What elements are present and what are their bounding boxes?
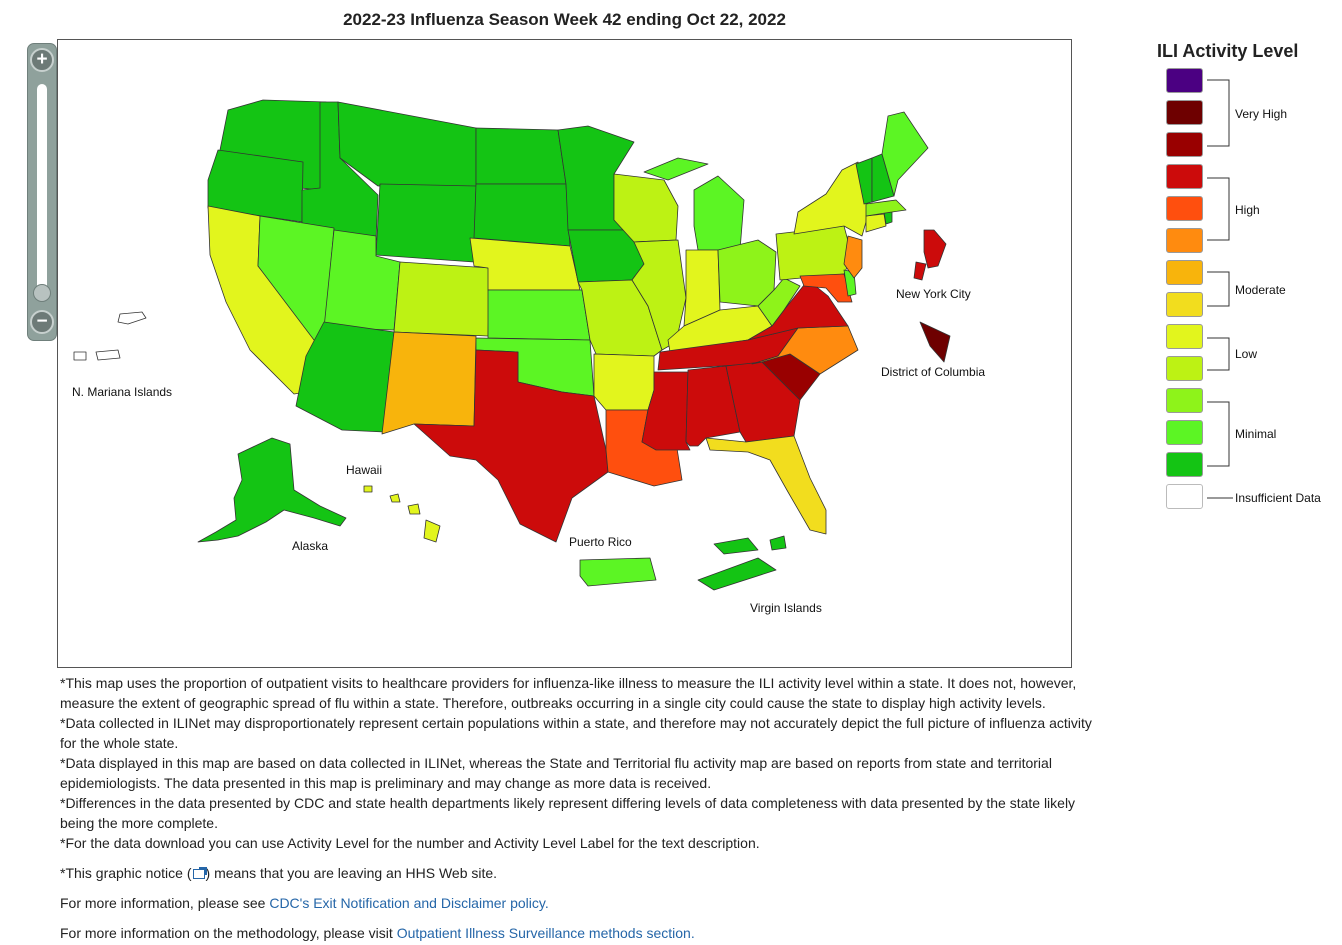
territory-nmi[interactable] (73, 311, 147, 361)
label-puerto-rico: Puerto Rico (569, 535, 632, 549)
territory-virgin-islands-2[interactable] (769, 535, 787, 551)
legend-swatch-level-9 (1166, 196, 1203, 221)
legend-label-high: High (1235, 203, 1260, 217)
state-south-dakota[interactable] (473, 183, 571, 247)
graphic-notice: *This graphic notice ( ) means that you a… (60, 863, 1100, 883)
info-disclaimer: For more information, please see CDC's E… (60, 893, 1100, 913)
label-hawaii: Hawaii (346, 463, 383, 477)
state-new-mexico[interactable] (381, 331, 477, 435)
legend-swatch-level-12 (1166, 100, 1203, 125)
state-kansas[interactable] (487, 289, 591, 341)
territory-virgin-islands-3[interactable] (697, 557, 777, 591)
region-dc[interactable] (919, 321, 951, 363)
label-alaska: Alaska (292, 539, 329, 553)
graphic-notice-pre: *This graphic notice ( (60, 865, 192, 881)
zoom-control: + − (27, 43, 57, 341)
legend-swatch-level-10 (1166, 164, 1203, 189)
state-wyoming[interactable] (375, 183, 477, 263)
state-montana[interactable] (337, 101, 477, 189)
state-new-york[interactable] (793, 161, 869, 237)
legend-label-moderate: Moderate (1235, 283, 1286, 297)
state-pennsylvania[interactable] (775, 225, 853, 281)
legend-label-low: Low (1235, 347, 1258, 361)
map-title: 2022-23 Influenza Season Week 42 ending … (343, 10, 786, 29)
note-3: *Data displayed in this map are based on… (60, 755, 1052, 791)
label-nmi: N. Mariana Islands (72, 385, 173, 399)
legend-swatch-level-2 (1166, 420, 1203, 445)
state-alaska[interactable] (197, 437, 347, 543)
zoom-slider-handle[interactable] (33, 284, 51, 302)
legend-swatch-level-1 (1166, 452, 1203, 477)
legend-swatch-level-6 (1166, 292, 1203, 317)
zoom-out-button[interactable]: − (30, 310, 54, 334)
state-arkansas[interactable] (593, 353, 655, 411)
state-hawaii-kauai[interactable] (363, 485, 373, 493)
state-ohio[interactable] (717, 239, 777, 307)
graphic-notice-post: ) means that you are leaving an HHS Web … (205, 865, 498, 881)
zoom-slider-track[interactable] (37, 84, 47, 300)
legend-label-minimal: Minimal (1235, 427, 1277, 441)
state-north-dakota[interactable] (475, 127, 567, 185)
info-disclaimer-text: For more information, please see (60, 895, 270, 911)
territory-puerto-rico[interactable] (579, 557, 657, 587)
state-florida[interactable] (705, 435, 827, 535)
region-nyc[interactable] (913, 229, 947, 281)
note-1: *This map uses the proportion of outpati… (60, 675, 1077, 711)
note-5: *For the data download you can use Activ… (60, 835, 760, 851)
map-notes: *This map uses the proportion of outpati… (60, 673, 1100, 943)
state-hawaii-big-island[interactable] (423, 519, 441, 543)
note-4: *Differences in the data presented by CD… (60, 795, 1076, 831)
legend-swatch-level-13 (1166, 68, 1203, 93)
zoom-in-button[interactable]: + (30, 48, 54, 72)
state-west-virginia[interactable] (757, 277, 801, 327)
legend-label-very-high: Very High (1235, 107, 1288, 121)
info-methodology-text: For more information on the methodology,… (60, 925, 397, 941)
legend-swatch-level-11 (1166, 132, 1203, 157)
info-methodology: For more information on the methodology,… (60, 923, 1100, 943)
state-hawaii-maui[interactable] (407, 503, 421, 515)
state-maine[interactable] (881, 111, 929, 197)
map-frame[interactable]: N. Mariana Islands Hawaii Alaska Puerto … (57, 39, 1072, 668)
disclaimer-policy-link[interactable]: CDC's Exit Notification and Disclaimer p… (269, 895, 549, 911)
legend-brackets (1207, 79, 1233, 499)
state-new-jersey[interactable] (843, 235, 863, 279)
legend-label-insufficient: Insufficient Data (1235, 491, 1321, 505)
legend-title: ILI Activity Level (1157, 41, 1299, 61)
state-massachusetts[interactable] (865, 199, 907, 217)
legend-swatch-level-7 (1166, 260, 1203, 285)
note-2: *Data collected in ILINet may disproport… (60, 715, 1092, 751)
legend-swatch-level-3 (1166, 388, 1203, 413)
us-map[interactable] (58, 40, 1072, 668)
legend-swatch-level-4 (1166, 356, 1203, 381)
label-nyc: New York City (896, 287, 971, 301)
legend-swatch-level-8 (1166, 228, 1203, 253)
legend-swatch-level-5 (1166, 324, 1203, 349)
territory-virgin-islands-1[interactable] (713, 537, 759, 555)
state-maryland[interactable] (799, 273, 853, 303)
legend-swatch-level-0 (1166, 484, 1203, 509)
label-dc: District of Columbia (881, 365, 986, 379)
state-connecticut[interactable] (865, 213, 887, 233)
state-illinois[interactable] (631, 239, 687, 351)
state-north-carolina[interactable] (751, 325, 859, 375)
methods-section-link[interactable]: Outpatient Illness Surveillance methods … (396, 925, 695, 941)
external-link-icon (192, 867, 207, 879)
state-hawaii-oahu[interactable] (389, 493, 401, 503)
state-texas[interactable] (413, 349, 609, 543)
label-virgin-islands: Virgin Islands (750, 601, 822, 615)
state-colorado[interactable] (393, 261, 491, 337)
